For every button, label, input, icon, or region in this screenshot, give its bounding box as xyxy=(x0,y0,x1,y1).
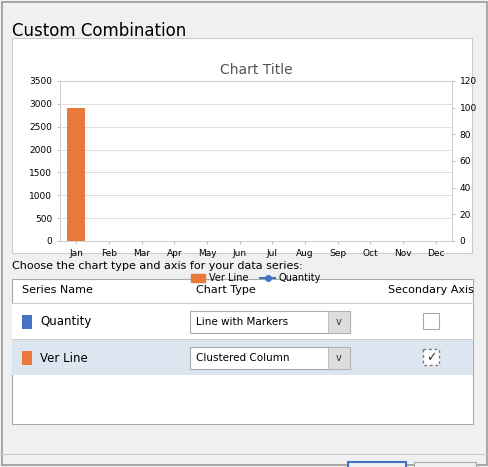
Text: Series Name: Series Name xyxy=(22,285,93,295)
Bar xyxy=(22,351,32,365)
Text: Secondary Axis: Secondary Axis xyxy=(387,285,473,295)
Bar xyxy=(413,462,475,467)
Bar xyxy=(422,349,438,365)
Bar xyxy=(67,108,85,241)
Bar xyxy=(422,313,438,329)
Legend: Ver Line, Quantity: Ver Line, Quantity xyxy=(186,269,325,287)
Text: Custom Combination: Custom Combination xyxy=(12,22,186,40)
Bar xyxy=(12,339,472,375)
Bar xyxy=(190,311,349,333)
Bar xyxy=(327,347,349,369)
Bar xyxy=(22,315,32,329)
Text: Clustered Column: Clustered Column xyxy=(196,353,289,363)
Bar xyxy=(327,311,349,333)
Text: Line with Markers: Line with Markers xyxy=(196,317,287,327)
Text: v: v xyxy=(335,353,341,363)
Text: Chart Type: Chart Type xyxy=(196,285,255,295)
Bar xyxy=(12,279,472,424)
Bar xyxy=(190,347,349,369)
Text: Quantity: Quantity xyxy=(40,316,91,328)
Bar xyxy=(12,303,472,339)
Text: Ver Line: Ver Line xyxy=(40,352,87,365)
Text: ✓: ✓ xyxy=(425,352,435,365)
Title: Chart Title: Chart Title xyxy=(219,63,292,77)
Bar xyxy=(347,462,405,467)
Bar xyxy=(12,38,471,253)
Text: v: v xyxy=(335,317,341,327)
Text: Choose the chart type and axis for your data series:: Choose the chart type and axis for your … xyxy=(12,261,302,271)
